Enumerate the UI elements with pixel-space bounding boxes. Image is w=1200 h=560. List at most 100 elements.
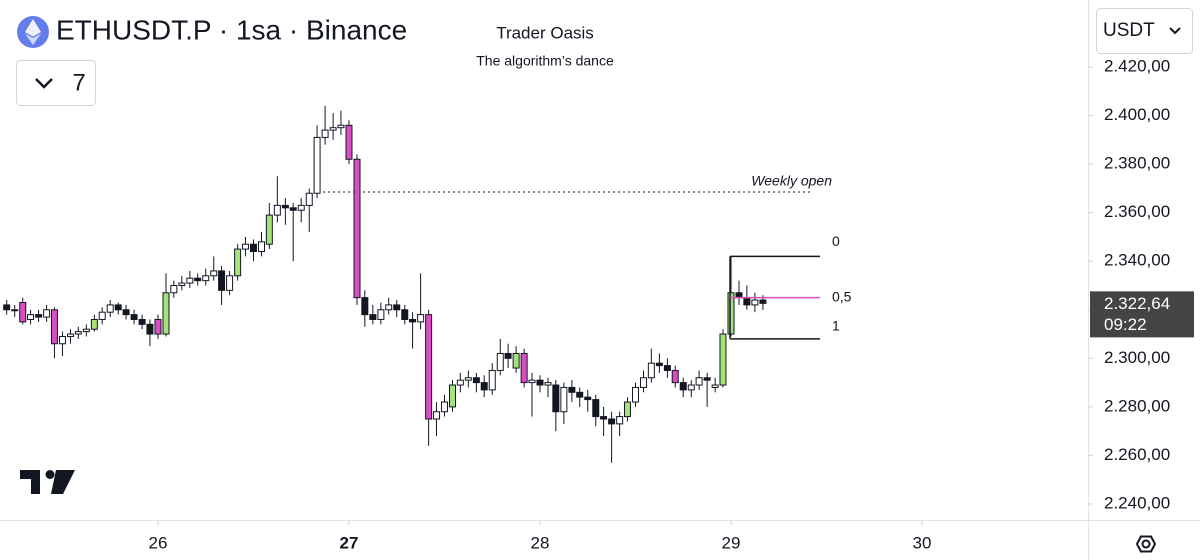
- candle-body: [409, 318, 417, 323]
- candle-body: [687, 384, 695, 391]
- candle-body: [647, 362, 655, 379]
- candle-body: [114, 304, 122, 311]
- candle-body: [464, 377, 472, 381]
- watermark-title: Trader Oasis: [496, 23, 594, 42]
- candle-body: [600, 416, 608, 420]
- candle-body: [655, 362, 663, 367]
- candle-body: [385, 304, 393, 311]
- candle-body: [273, 204, 281, 216]
- candle-body: [631, 386, 639, 403]
- candle-body: [74, 331, 82, 335]
- candle-body: [50, 309, 58, 345]
- x-tick-label: 28: [531, 533, 550, 552]
- candle-body: [751, 299, 759, 306]
- candle-body: [703, 377, 711, 381]
- tradingview-logo: [20, 470, 75, 494]
- candle-body: [592, 399, 600, 418]
- candle-body: [82, 328, 90, 333]
- candle-body: [66, 333, 74, 337]
- candle-body: [472, 377, 480, 384]
- x-tick-label: 27: [340, 533, 359, 552]
- symbol-icon: [17, 16, 49, 48]
- candle-body: [560, 386, 568, 413]
- candle-body: [170, 284, 178, 294]
- candle-body: [671, 369, 679, 384]
- candle-body: [249, 243, 257, 253]
- x-tick-label: 26: [149, 533, 168, 552]
- candle-body: [90, 318, 98, 330]
- candle-body: [257, 241, 265, 253]
- currency-button[interactable]: USDT: [1096, 8, 1193, 54]
- x-tick-label: 30: [913, 533, 932, 552]
- candle-body: [568, 386, 576, 393]
- candle-body: [369, 314, 377, 320]
- candle-body: [576, 391, 584, 398]
- candle-body: [528, 379, 536, 384]
- candle-body: [695, 377, 703, 386]
- candle-body: [417, 314, 425, 323]
- candle-body: [162, 292, 170, 335]
- symbol-title: ETHUSDT.P · 1sa · Binance: [56, 14, 407, 45]
- candle-body: [743, 297, 751, 306]
- y-tick-label: 2.240,00: [1104, 493, 1170, 512]
- candle-body: [425, 314, 433, 420]
- candle-body: [154, 318, 162, 335]
- candle-body: [11, 309, 19, 312]
- candle-body: [361, 297, 369, 316]
- candle-body: [401, 309, 409, 320]
- candle-body: [58, 335, 66, 345]
- last-price-label: 2.322,64: [1104, 294, 1170, 313]
- candle-body: [194, 277, 202, 282]
- candle-body: [305, 192, 313, 206]
- candle-body: [321, 129, 329, 138]
- candle-body: [456, 379, 464, 386]
- y-tick-label: 2.360,00: [1104, 202, 1170, 221]
- candle-body: [337, 124, 345, 129]
- candle-body: [98, 311, 106, 320]
- candle-body: [640, 377, 648, 388]
- countdown-label: 09:22: [1104, 315, 1147, 334]
- candle-body: [536, 379, 544, 386]
- candle-body: [265, 214, 273, 245]
- candle-body: [663, 365, 671, 371]
- candle-body: [440, 401, 448, 413]
- candle-body: [35, 314, 43, 318]
- weekly-open-label: Weekly open: [751, 173, 832, 189]
- candle-body: [512, 352, 520, 369]
- candle-body: [377, 309, 385, 320]
- candle-body: [544, 382, 552, 386]
- candle-body: [552, 384, 560, 413]
- candle-body: [449, 384, 457, 408]
- candle-body: [226, 275, 234, 291]
- y-tick-label: 2.400,00: [1104, 105, 1170, 124]
- fib-level-label: 0,5: [832, 288, 852, 304]
- candle-body: [19, 301, 27, 323]
- x-tick-label: 29: [722, 533, 741, 552]
- candle-body: [106, 304, 114, 313]
- settings-button[interactable]: [1135, 535, 1157, 553]
- candle-body: [234, 248, 242, 277]
- candle-body: [289, 207, 297, 211]
- candle-body: [146, 323, 154, 335]
- interval-value[interactable]: 7: [72, 69, 85, 96]
- candle-body: [488, 369, 496, 391]
- candle-body: [313, 136, 321, 194]
- candle-body: [210, 270, 218, 277]
- candle-body: [504, 352, 512, 359]
- candle-body: [241, 243, 249, 250]
- candle-body: [218, 270, 226, 291]
- candle-body: [432, 411, 440, 420]
- candle-body: [608, 418, 616, 425]
- candle-body: [719, 333, 727, 386]
- candle-body: [186, 277, 194, 284]
- y-tick-label: 2.420,00: [1104, 56, 1170, 75]
- candle-body: [616, 416, 624, 425]
- interval-button[interactable]: 7: [16, 60, 96, 106]
- candle-body: [759, 299, 767, 304]
- candle-body: [480, 382, 488, 391]
- currency-label[interactable]: USDT: [1103, 20, 1155, 41]
- y-tick-label: 2.280,00: [1104, 396, 1170, 415]
- candle-body: [727, 292, 735, 335]
